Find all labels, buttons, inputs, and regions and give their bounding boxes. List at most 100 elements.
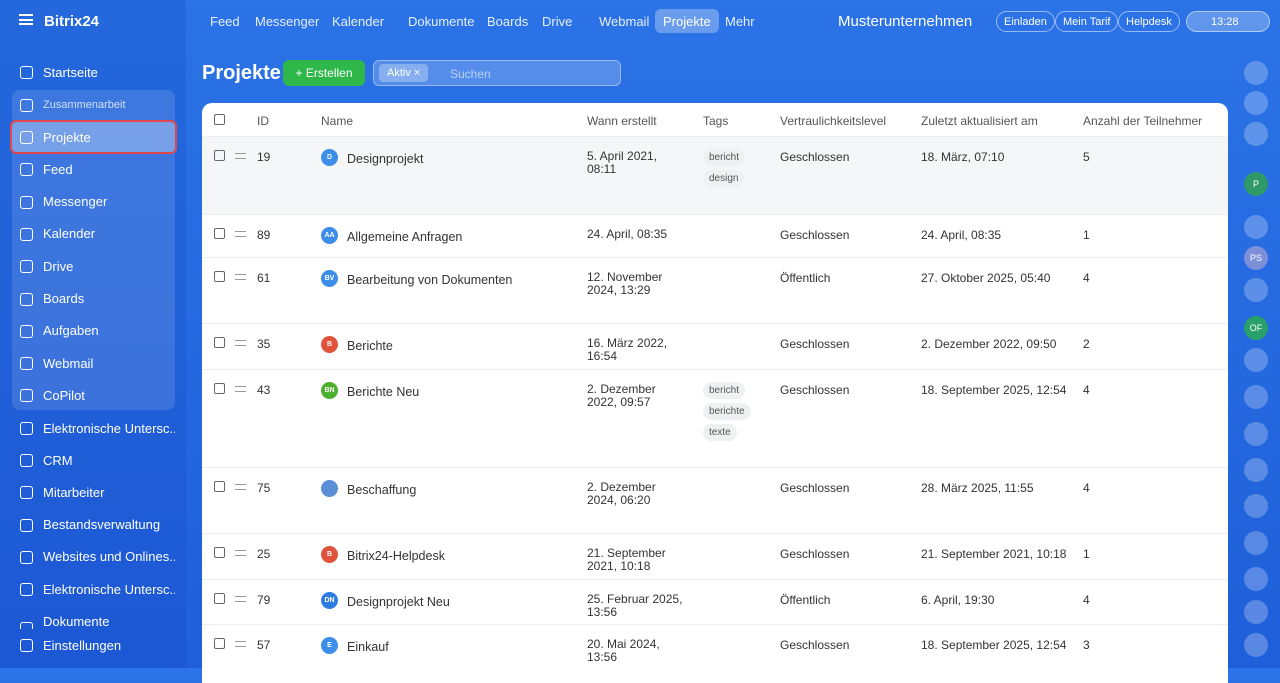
project-name[interactable]: Designprojekt xyxy=(347,152,424,166)
row-checkbox[interactable] xyxy=(214,337,225,348)
company-name[interactable]: Musterunternehmen xyxy=(838,12,973,30)
row-checkbox[interactable] xyxy=(214,150,225,161)
nav-item[interactable]: Elektronische Untersc... xyxy=(12,413,175,443)
top-button[interactable]: Helpdesk xyxy=(1118,11,1180,32)
avatar[interactable]: P xyxy=(1244,172,1268,196)
project-icon: E xyxy=(321,637,338,654)
nav-item[interactable]: Bestandsverwaltung xyxy=(12,510,175,540)
drag-handle[interactable] xyxy=(235,596,246,602)
avatar[interactable] xyxy=(1244,633,1268,657)
drag-handle[interactable] xyxy=(235,340,246,346)
row-checkbox[interactable] xyxy=(214,547,225,558)
nav-link[interactable]: Kalender xyxy=(332,13,385,29)
avatar[interactable] xyxy=(1244,385,1268,409)
nav-item[interactable]: Projekte xyxy=(10,120,177,154)
nav-item[interactable]: Dokumente xyxy=(12,613,175,629)
tag-chip[interactable]: bericht xyxy=(703,149,746,166)
logo[interactable]: Bitrix24 xyxy=(44,13,100,30)
row-checkbox[interactable] xyxy=(214,593,225,604)
nav-link[interactable]: Boards xyxy=(487,13,529,29)
avatar[interactable] xyxy=(1244,458,1268,482)
project-name[interactable]: Berichte xyxy=(347,339,393,353)
avatar[interactable] xyxy=(1244,348,1268,372)
nav-item[interactable]: Feed xyxy=(12,154,175,184)
nav-item[interactable]: Startseite xyxy=(12,57,175,87)
drag-handle[interactable] xyxy=(235,153,246,159)
project-name[interactable]: Beschaffung xyxy=(347,483,417,497)
project-icon: D xyxy=(321,149,338,166)
nav-item[interactable]: CRM xyxy=(12,445,175,475)
avatar[interactable]: OF xyxy=(1244,316,1268,340)
nav-item[interactable]: Drive xyxy=(12,251,175,281)
avatar[interactable] xyxy=(1244,531,1268,555)
drag-handle[interactable] xyxy=(235,274,246,280)
row-checkbox[interactable] xyxy=(214,638,225,649)
row-checkbox[interactable] xyxy=(214,481,225,492)
nav-item[interactable]: Boards xyxy=(12,284,175,314)
drag-handle[interactable] xyxy=(235,386,246,392)
create-button[interactable]: + Erstellen xyxy=(283,60,365,86)
avatar[interactable] xyxy=(1244,567,1268,591)
top-button[interactable]: Mein Tarif xyxy=(1055,11,1119,32)
drag-handle[interactable] xyxy=(235,550,246,556)
nav-item[interactable]: Mitarbeiter xyxy=(12,477,175,507)
nav-item[interactable]: Elektronische Untersc... xyxy=(12,574,175,604)
avatar[interactable] xyxy=(1244,422,1268,446)
nav-link[interactable]: Dokumente xyxy=(408,13,475,29)
nav-item[interactable]: Aufgaben xyxy=(12,316,175,346)
filter-chip[interactable]: Aktiv × xyxy=(379,64,429,82)
group-header[interactable]: Zusammenarbeit xyxy=(12,90,175,120)
member-count: 3 xyxy=(1083,638,1090,652)
nav-link[interactable]: Projekte xyxy=(655,9,719,33)
avatar[interactable] xyxy=(1244,600,1268,624)
search-box[interactable]: Aktiv × Suchen xyxy=(373,60,621,86)
nav-link[interactable]: Mehr xyxy=(725,13,755,29)
column-header[interactable]: Name xyxy=(321,114,354,128)
panel-icon[interactable] xyxy=(1244,61,1268,85)
project-id: 79 xyxy=(257,593,271,607)
project-name[interactable]: Berichte Neu xyxy=(347,385,420,399)
menu-button[interactable] xyxy=(19,14,33,25)
nav-link[interactable]: Webmail xyxy=(599,13,650,29)
table-header: ID Name Wann erstellt Tags Vertraulichkeitsl… xyxy=(202,103,1228,137)
column-header[interactable]: ID xyxy=(257,114,269,128)
nav-link[interactable]: Messenger xyxy=(255,13,320,29)
top-button[interactable]: Einladen xyxy=(996,11,1055,32)
column-header[interactable]: Vertraulichkeitslevel xyxy=(780,114,887,128)
panel-icon[interactable] xyxy=(1244,91,1268,115)
nav-item[interactable]: Messenger xyxy=(12,187,175,217)
drag-handle[interactable] xyxy=(235,641,246,647)
nav-item[interactable]: Kalender xyxy=(12,219,175,249)
confidentiality: Geschlossen xyxy=(780,228,850,242)
project-name[interactable]: Bitrix24-Helpdesk xyxy=(347,549,445,563)
avatar[interactable]: PS xyxy=(1244,246,1268,270)
tag-chip[interactable]: berichte xyxy=(703,403,751,420)
nav-item[interactable]: Websites und Onlines... xyxy=(12,542,175,572)
tag-chip[interactable]: bericht xyxy=(703,382,746,399)
avatar[interactable] xyxy=(1244,278,1268,302)
avatar[interactable] xyxy=(1244,215,1268,239)
nav-item[interactable]: CoPilot xyxy=(12,380,175,410)
panel-icon[interactable] xyxy=(1244,122,1268,146)
nav-link[interactable]: Feed xyxy=(210,13,240,29)
drag-handle[interactable] xyxy=(235,484,246,490)
column-header[interactable]: Tags xyxy=(703,114,729,128)
row-checkbox[interactable] xyxy=(214,228,225,239)
column-header[interactable]: Zuletzt aktualisiert am xyxy=(921,114,1038,128)
column-header[interactable]: Wann erstellt xyxy=(587,114,657,128)
drag-handle[interactable] xyxy=(235,231,246,237)
tag-chip[interactable]: design xyxy=(703,170,745,187)
project-name[interactable]: Designprojekt Neu xyxy=(347,595,450,609)
column-header[interactable]: Anzahl der Teilnehmer xyxy=(1083,114,1203,128)
project-name[interactable]: Einkauf xyxy=(347,640,389,654)
project-name[interactable]: Allgemeine Anfragen xyxy=(347,230,463,244)
tag-chip[interactable]: texte xyxy=(703,424,737,441)
nav-item[interactable]: Webmail xyxy=(12,348,175,378)
nav-item[interactable]: Einstellungen xyxy=(12,630,175,660)
nav-link[interactable]: Drive xyxy=(542,13,573,29)
row-checkbox[interactable] xyxy=(214,383,225,394)
avatar[interactable] xyxy=(1244,494,1268,518)
row-checkbox[interactable] xyxy=(214,271,225,282)
project-name[interactable]: Bearbeitung von Dokumenten xyxy=(347,273,513,287)
select-all-checkbox[interactable] xyxy=(214,114,225,125)
